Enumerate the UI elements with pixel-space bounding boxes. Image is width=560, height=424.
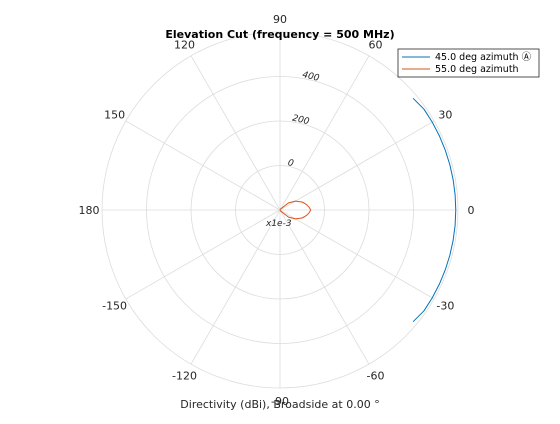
legend-label-series-1: 45.0 deg azimuth Ⓐ bbox=[435, 52, 532, 63]
angle-tick-label: -90 bbox=[271, 395, 289, 408]
angle-tick-label: 0 bbox=[468, 204, 475, 217]
radial-tick-label: 0 bbox=[287, 158, 295, 169]
legend-label-series-2: 55.0 deg azimuth bbox=[435, 64, 519, 75]
angle-tick-labels: 90 60 30 0 -30 -60 -90 -120 -150 180 150 120 bbox=[79, 13, 475, 408]
series-line-2 bbox=[279, 200, 312, 220]
angle-tick-label: -30 bbox=[436, 300, 454, 313]
angle-tick-label: 60 bbox=[369, 39, 383, 52]
radial-tick-label: 400 bbox=[301, 70, 320, 84]
series-lines bbox=[279, 97, 457, 323]
radial-tick-labels: 0 200 400 bbox=[287, 70, 321, 169]
angle-tick-label: 30 bbox=[438, 109, 452, 122]
angle-tick-label: 150 bbox=[104, 109, 125, 122]
angle-tick-label: 120 bbox=[174, 39, 195, 52]
angle-tick-label: 90 bbox=[273, 13, 287, 26]
angle-tick-label: -120 bbox=[172, 369, 197, 382]
radial-scale-note: x1e-3 bbox=[265, 219, 292, 229]
x-axis-label: Directivity (dBi), Broadside at 0.00 ° bbox=[180, 398, 379, 411]
legend-box bbox=[397, 48, 540, 78]
angle-tick-label: -150 bbox=[102, 300, 127, 313]
angle-tick-label: 180 bbox=[79, 204, 100, 217]
radial-tick-label: 200 bbox=[291, 114, 310, 128]
legend[interactable]: 45.0 deg azimuth Ⓐ 55.0 deg azimuth bbox=[397, 48, 540, 78]
chart-title: Elevation Cut (frequency = 500 MHz) bbox=[165, 28, 394, 41]
series-line-1 bbox=[412, 97, 457, 323]
angle-tick-label: -60 bbox=[367, 369, 385, 382]
